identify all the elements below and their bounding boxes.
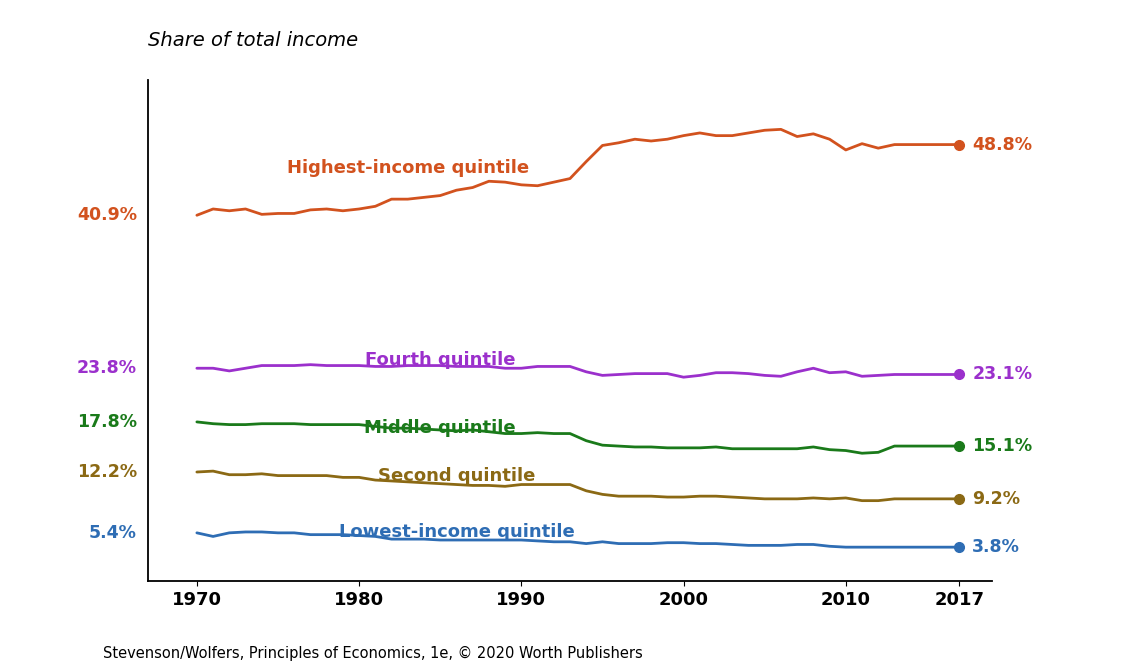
Text: Lowest-income quintile: Lowest-income quintile — [339, 522, 575, 540]
Text: 15.1%: 15.1% — [972, 437, 1033, 455]
Text: 23.8%: 23.8% — [76, 359, 137, 377]
Text: 17.8%: 17.8% — [76, 413, 137, 431]
Text: 5.4%: 5.4% — [89, 524, 137, 542]
Text: 12.2%: 12.2% — [76, 463, 137, 481]
Text: 40.9%: 40.9% — [76, 206, 137, 224]
Text: Middle quintile: Middle quintile — [365, 419, 516, 437]
Text: 23.1%: 23.1% — [972, 365, 1033, 383]
Text: Stevenson/Wolfers, Principles of Economics, 1e, © 2020 Worth Publishers: Stevenson/Wolfers, Principles of Economi… — [103, 646, 642, 661]
Text: 3.8%: 3.8% — [972, 538, 1020, 556]
Text: Second quintile: Second quintile — [377, 466, 535, 484]
Text: 9.2%: 9.2% — [972, 490, 1020, 508]
Text: 48.8%: 48.8% — [972, 136, 1033, 154]
Text: Highest-income quintile: Highest-income quintile — [286, 159, 529, 177]
Text: Share of total income: Share of total income — [148, 31, 358, 50]
Text: Fourth quintile: Fourth quintile — [365, 351, 515, 369]
